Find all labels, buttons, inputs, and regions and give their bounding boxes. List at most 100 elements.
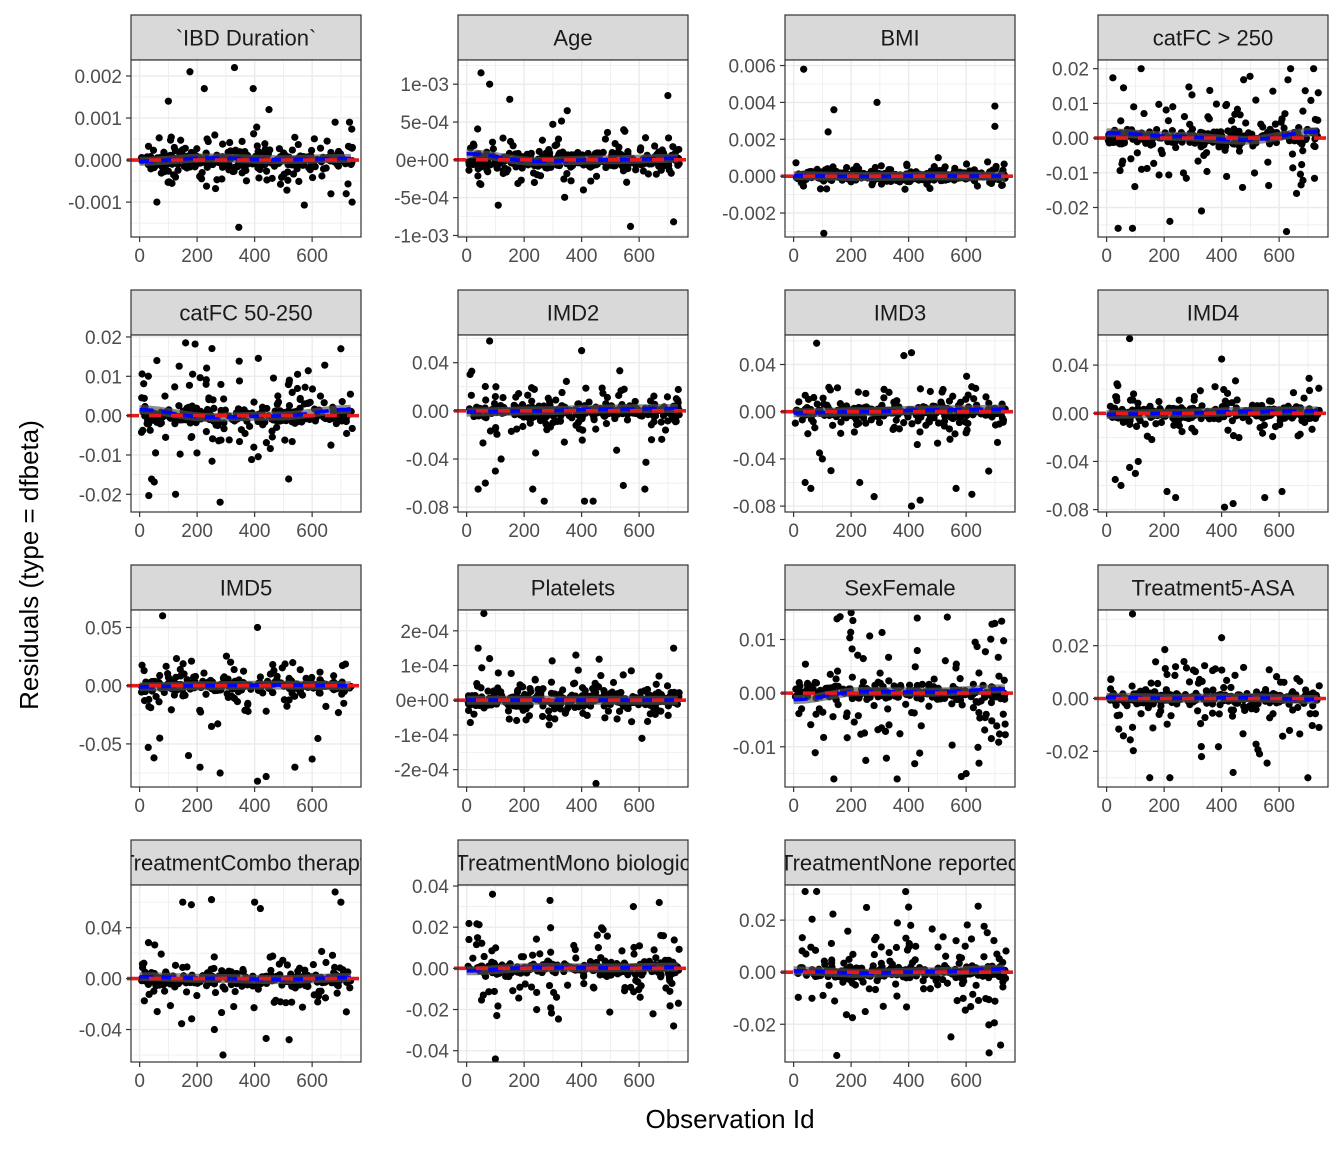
data-point [556, 705, 565, 713]
data-point [268, 427, 276, 435]
data-point [829, 421, 837, 429]
facet-title: catFC 50-250 [179, 301, 312, 326]
data-point [298, 1003, 307, 1011]
data-point [164, 178, 172, 186]
outlier-point [580, 497, 589, 505]
data-point [881, 727, 890, 735]
data-point [1205, 115, 1213, 123]
data-point [675, 945, 683, 953]
data-point [562, 707, 570, 715]
facet-strip [784, 564, 1016, 611]
facet-title: Age [553, 26, 592, 51]
y-tick-label: 0.002 [728, 130, 776, 151]
outlier-point [150, 754, 158, 762]
y-tick-label: 0.004 [728, 93, 776, 114]
y-tick-label: -0.01 [1046, 164, 1089, 185]
outlier-point [1287, 65, 1295, 73]
data-point [1285, 726, 1294, 735]
outlier-point [532, 449, 540, 457]
outlier-point [262, 772, 270, 781]
data-point [650, 946, 658, 954]
data-point [278, 664, 286, 672]
outlier-point [1229, 499, 1237, 508]
data-point [1163, 670, 1171, 679]
data-point [647, 436, 656, 444]
outlier-point [153, 356, 161, 365]
y-tick-label: 0.00 [412, 402, 449, 423]
x-tick-label: 400 [239, 246, 271, 267]
data-point [548, 657, 556, 665]
data-point [895, 425, 903, 433]
facet-title: Treatment5-ASA [1131, 576, 1294, 601]
data-point [599, 926, 607, 934]
data-point [1149, 140, 1157, 148]
data-point [1284, 76, 1292, 84]
data-point [256, 673, 264, 681]
data-point [987, 635, 995, 643]
data-point [1272, 673, 1281, 681]
facet-panel: Treatment5-ASA-0.020.000.020 200 400 600 [1046, 564, 1332, 817]
facet-panel: TreatmentCombo therapy-0.040.000.040 200 4… [79, 839, 365, 1092]
data-point [943, 613, 951, 621]
data-point [307, 146, 316, 155]
data-point [203, 163, 211, 171]
data-point [1289, 164, 1297, 172]
outlier-point [1172, 493, 1180, 502]
data-point [945, 397, 954, 405]
data-point [563, 170, 571, 178]
data-point [314, 734, 322, 743]
data-point [288, 437, 296, 446]
data-point [289, 170, 298, 178]
data-point [1000, 676, 1008, 684]
data-point [1150, 159, 1158, 168]
data-point [601, 135, 610, 143]
data-point [1301, 87, 1309, 95]
data-point [284, 176, 292, 184]
data-point [137, 428, 146, 436]
outlier-point [619, 481, 627, 490]
data-point [322, 958, 330, 967]
data-point [145, 695, 153, 704]
data-point [318, 172, 326, 180]
data-point [528, 397, 536, 405]
outlier-point [219, 1051, 227, 1059]
y-tick-label: -0.08 [406, 498, 449, 519]
data-point [240, 163, 248, 171]
data-point [545, 146, 553, 154]
data-point [193, 991, 201, 1000]
data-point [811, 749, 819, 757]
data-point [1209, 686, 1217, 694]
data-point [630, 943, 638, 952]
data-point [580, 980, 588, 988]
data-point [145, 491, 153, 500]
data-point [567, 177, 575, 185]
data-point [792, 159, 800, 167]
outlier-point [474, 644, 482, 652]
data-point [1185, 678, 1194, 686]
y-tick-label: -0.02 [1046, 199, 1089, 220]
data-point [1263, 759, 1271, 767]
data-point [833, 384, 842, 392]
data-point [479, 439, 487, 447]
data-point [283, 702, 291, 710]
data-point [791, 419, 799, 427]
data-point [285, 696, 293, 704]
data-point [473, 934, 482, 942]
x-tick-label: 600 [950, 521, 982, 542]
facet-title: IMD4 [1187, 301, 1240, 326]
data-point [820, 733, 828, 742]
outlier-point [629, 903, 637, 911]
data-point [824, 684, 832, 692]
data-point [1147, 679, 1155, 687]
data-point [945, 425, 954, 433]
data-point [493, 430, 501, 438]
outlier-point [626, 222, 635, 231]
data-point [1157, 707, 1165, 715]
facet-strip [784, 839, 1016, 886]
data-point [237, 426, 245, 434]
data-point [572, 421, 580, 429]
data-point [982, 393, 990, 401]
x-tick-label: 400 [893, 796, 925, 817]
y-tick-label: 0.04 [412, 877, 449, 898]
data-point [823, 185, 831, 193]
